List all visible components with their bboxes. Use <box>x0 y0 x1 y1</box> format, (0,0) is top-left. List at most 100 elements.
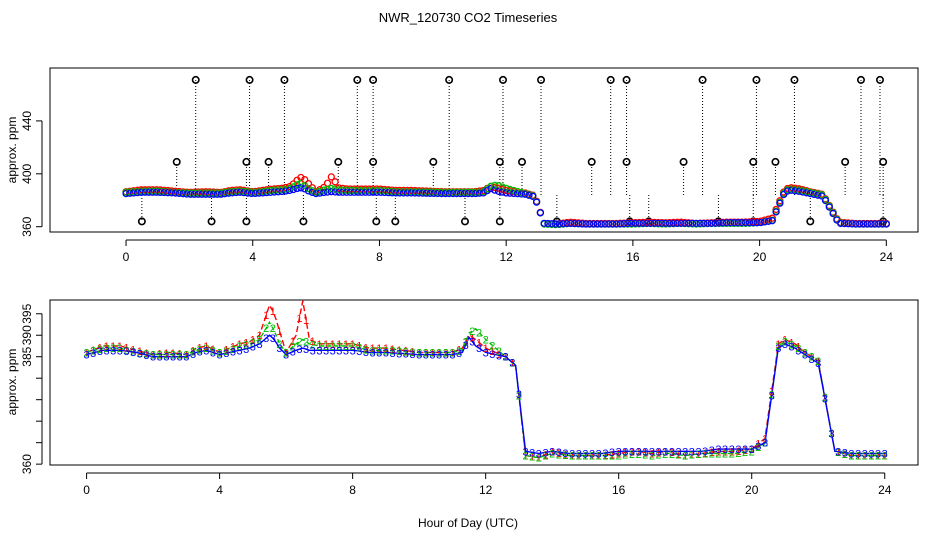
bottom-series-2-label: 2 <box>483 335 489 347</box>
bottom-series-2-label: 2 <box>848 451 854 463</box>
bottom-series-2-label: 2 <box>682 451 688 463</box>
bottom-series-2-label: 2 <box>755 442 761 454</box>
bottom-y-tick-label: 395 <box>20 303 34 323</box>
top-series-point <box>631 219 640 227</box>
bottom-series-2-label: 2 <box>689 450 695 462</box>
top-series-point <box>704 219 712 227</box>
bottom-series-3-label: 3 <box>343 345 349 357</box>
top-series-point <box>859 220 868 228</box>
bottom-series-3-label: 3 <box>276 343 282 355</box>
bottom-x-tick-label: 4 <box>216 483 223 497</box>
bottom-series-1-label: 1 <box>143 348 149 360</box>
top-series-point <box>707 219 716 227</box>
bottom-series-3-label: 3 <box>809 354 815 366</box>
bottom-series-3-label: 3 <box>356 346 362 358</box>
top-series-point <box>772 208 780 216</box>
bottom-series-3-label: 3 <box>323 345 329 357</box>
bottom-series-1-label: 1 <box>423 347 429 359</box>
bottom-series-2-label: 2 <box>150 350 156 362</box>
bottom-series-2-label: 2 <box>582 451 588 463</box>
bottom-series-2-label: 2 <box>256 335 262 347</box>
bottom-series-1-label: 1 <box>84 347 90 359</box>
top-high-flag-point <box>245 75 254 84</box>
bottom-series-2-label: 2 <box>828 428 834 440</box>
bottom-series-1-label: 1 <box>117 341 123 353</box>
bottom-series-3-label: 3 <box>689 446 695 458</box>
top-high-flag-point <box>280 75 289 84</box>
bottom-series-1-label: 1 <box>230 342 236 354</box>
top-high-flag-point <box>790 75 799 84</box>
top-series-point <box>837 219 845 228</box>
bottom-series-1-label: 1 <box>616 448 622 460</box>
bottom-series-2-label: 2 <box>370 345 376 357</box>
bottom-series-1-label: 1 <box>749 444 755 456</box>
bottom-series-2-label: 2 <box>715 448 721 460</box>
bottom-series-1-label: 1 <box>323 339 329 351</box>
top-x-tick-label: 8 <box>376 250 383 264</box>
bottom-x-axis: 0 4 8 12 16 20 24 <box>83 472 892 497</box>
top-series-point <box>730 219 738 227</box>
bottom-series-3-label: 3 <box>702 446 708 458</box>
bottom-series-1-label: 1 <box>376 343 382 355</box>
bottom-series-2-label: 2 <box>602 451 608 463</box>
bottom-series-1-label: 1 <box>483 343 489 355</box>
top-series-point <box>441 189 450 198</box>
bottom-series-3-label: 3 <box>842 448 848 460</box>
bottom-series-3-label: 3 <box>835 447 841 459</box>
bottom-series-3-label: 3 <box>503 352 509 364</box>
bottom-series-3-label: 3 <box>197 347 203 359</box>
bottom-series-3-label: 3 <box>237 345 243 357</box>
top-series-point <box>692 219 700 227</box>
top-series-point <box>301 185 309 193</box>
top-low-flag-point <box>207 217 216 226</box>
bottom-series-2-label: 2 <box>496 346 502 358</box>
bottom-series-2-label: 2 <box>383 345 389 357</box>
top-series-point <box>244 189 252 197</box>
bottom-y-tick-label: 385 <box>20 346 34 366</box>
bottom-series-2-label: 2 <box>868 451 874 463</box>
bottom-series-2-label: 2 <box>423 347 429 359</box>
bottom-series-1-label: 1 <box>656 448 662 460</box>
bottom-series-1-label: 1 <box>130 344 136 356</box>
bottom-series-2-label: 2 <box>509 357 515 369</box>
bottom-series-1-label: 1 <box>629 447 635 459</box>
top-series-point <box>605 220 613 228</box>
bottom-series-3-label: 3 <box>529 447 535 459</box>
bottom-series-3-label: 3 <box>715 444 721 456</box>
bottom-series-3-label: 3 <box>762 438 768 450</box>
bottom-series-2-label: 2 <box>243 340 249 352</box>
bottom-series-1-label: 1 <box>336 339 342 351</box>
bottom-series-3-label: 3 <box>735 444 741 456</box>
bottom-series-1-label: 1 <box>835 447 841 459</box>
top-series-point <box>665 219 674 227</box>
bottom-series-1-label: 1 <box>429 347 435 359</box>
bottom-series-1-label: 1 <box>503 352 509 364</box>
top-series-point <box>787 186 795 194</box>
top-series-point <box>814 191 822 199</box>
bottom-series-2-label: 2 <box>629 449 635 461</box>
top-series-point <box>293 184 301 193</box>
top-low-flag-point <box>242 217 251 226</box>
bottom-series-3-label: 3 <box>469 337 475 349</box>
bottom-series-3-label: 3 <box>270 333 276 345</box>
bottom-series-2-label: 2 <box>636 449 642 461</box>
bottom-series-2-label: 2 <box>376 345 382 357</box>
bottom-series-3-label: 3 <box>84 350 90 362</box>
bottom-series-1-label: 1 <box>183 350 189 362</box>
bottom-series-1-label: 1 <box>469 332 475 344</box>
bottom-series-3-label: 3 <box>815 358 821 370</box>
top-mid-flag-point <box>369 157 378 166</box>
top-series-point <box>164 189 172 197</box>
top-series-point <box>639 219 647 227</box>
bottom-series-2-label: 2 <box>409 347 415 359</box>
bottom-series-1-label: 1 <box>476 337 482 349</box>
top-series-point <box>791 187 799 195</box>
bottom-series-1-label: 1 <box>263 310 269 322</box>
bottom-series-2-label: 2 <box>303 337 309 349</box>
bottom-series-1-label: 1 <box>702 448 708 460</box>
bottom-series-1-label: 1 <box>343 339 349 351</box>
bottom-series-1-label: 1 <box>237 339 243 351</box>
top-series-point <box>517 190 526 198</box>
top-series-point <box>175 189 183 198</box>
